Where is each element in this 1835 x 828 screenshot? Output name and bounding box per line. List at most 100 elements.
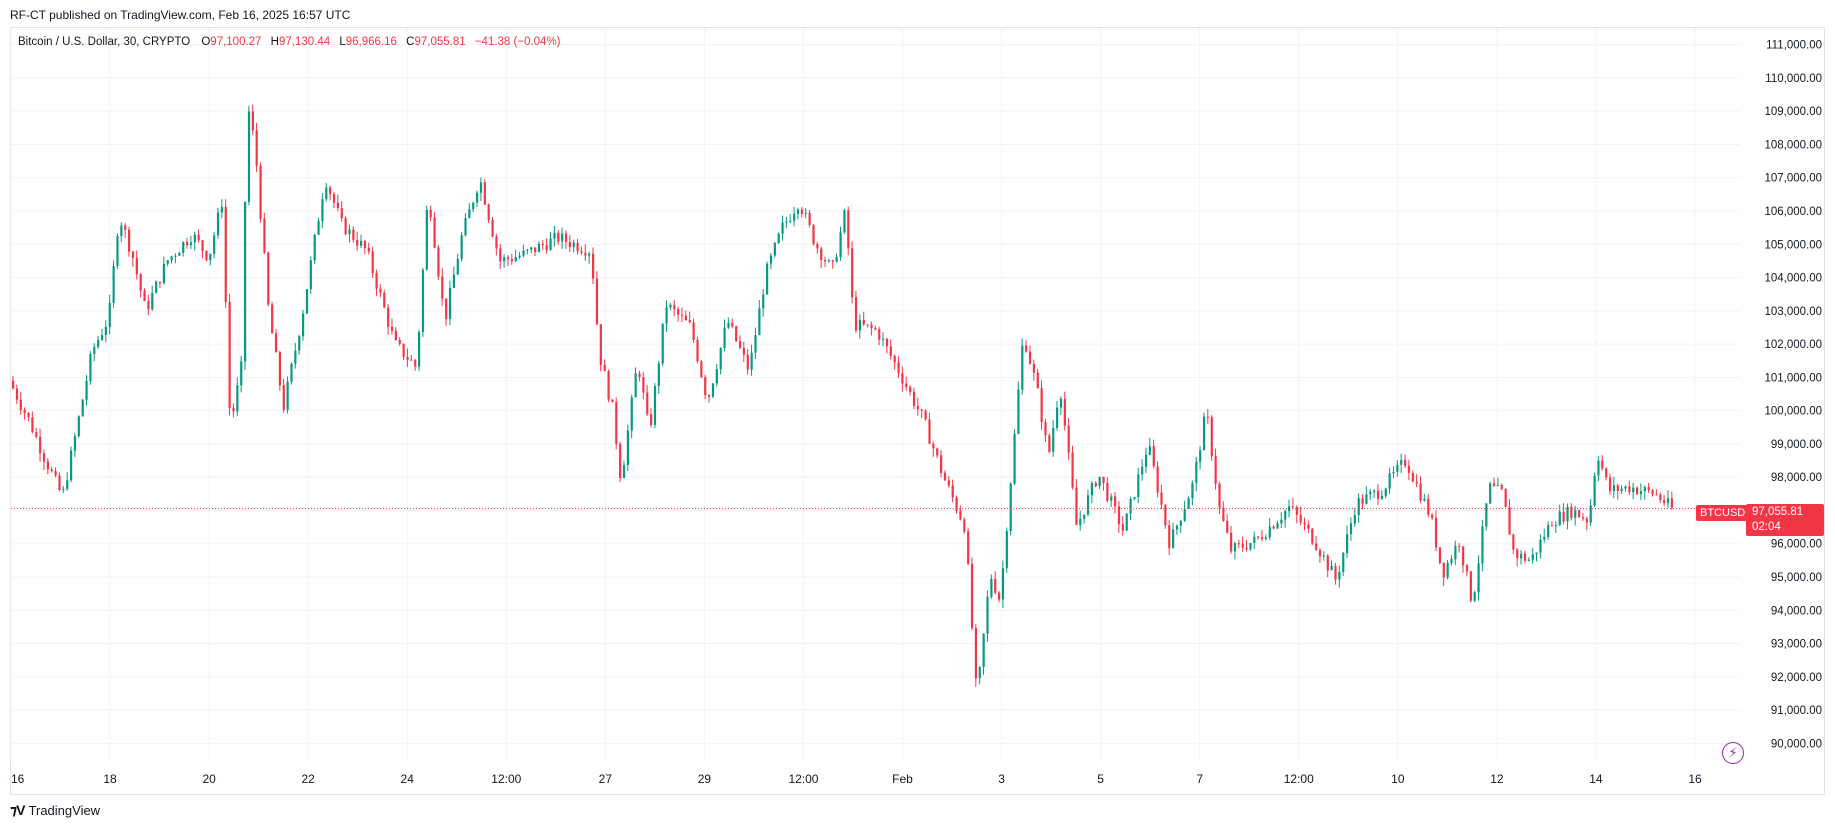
candle-body xyxy=(530,247,533,250)
candle-body xyxy=(568,242,572,248)
legend-symbol[interactable]: Bitcoin / U.S. Dollar, 30, CRYPTO xyxy=(18,36,191,48)
x-tick-label: 12 xyxy=(1490,772,1504,786)
candle-body xyxy=(584,252,587,256)
candle-body xyxy=(619,444,622,479)
candle-body xyxy=(216,212,220,236)
y-tick-label: 107,000.00 xyxy=(1764,173,1822,185)
candle-body xyxy=(452,274,456,288)
candle-body xyxy=(1388,473,1391,489)
candle-body xyxy=(1322,555,1326,557)
candle-body xyxy=(468,209,471,219)
candle-body xyxy=(1307,524,1310,529)
candle-body xyxy=(456,258,459,275)
candle-body xyxy=(1547,525,1550,537)
candle-body xyxy=(1284,511,1287,520)
candle-body xyxy=(151,293,154,310)
candle-body xyxy=(626,430,630,466)
candle-body xyxy=(1056,407,1059,428)
candle-body xyxy=(1071,452,1074,488)
candle-body xyxy=(1090,483,1094,496)
candle-body xyxy=(1419,483,1422,501)
tradingview-branding[interactable]: ⁊V TradingView xyxy=(10,802,100,819)
candle-body xyxy=(1353,515,1356,524)
candle-body xyxy=(847,210,850,249)
candle-body xyxy=(1063,398,1066,426)
candle-body xyxy=(143,290,146,302)
candle-body xyxy=(460,235,463,259)
candle-body xyxy=(1168,525,1171,549)
candle-body xyxy=(1346,534,1349,553)
candle-body xyxy=(1504,488,1507,508)
candle-body xyxy=(39,436,42,454)
candle-body xyxy=(15,388,19,400)
candle-body xyxy=(893,355,896,363)
candle-body xyxy=(735,326,738,342)
legend-close: 97,055.81 xyxy=(414,36,466,48)
candle-body xyxy=(1040,388,1043,423)
x-tick-label: 27 xyxy=(599,772,613,786)
candle-body xyxy=(1597,460,1600,476)
candle-body xyxy=(1380,495,1384,499)
tradingview-logo-icon: ⁊V xyxy=(10,802,26,818)
candle-body xyxy=(73,436,77,451)
candle-body xyxy=(255,130,258,166)
candle-body xyxy=(437,247,440,277)
candle-body xyxy=(464,218,467,236)
candle-body xyxy=(1516,549,1519,559)
candle-body xyxy=(189,242,193,246)
candle-body xyxy=(1226,520,1229,533)
candle-body xyxy=(1574,510,1577,518)
ohlc-legend: Bitcoin / U.S. Dollar, 30, CRYPTO O97,10… xyxy=(18,36,567,48)
x-tick-label: 5 xyxy=(1097,772,1104,786)
candle-body xyxy=(1593,475,1596,506)
candle-body xyxy=(1195,461,1198,483)
candle-body xyxy=(100,335,104,340)
candle-body xyxy=(994,578,997,593)
candle-body xyxy=(1303,522,1306,525)
legend-high: 97,130.44 xyxy=(278,36,331,48)
candle-body xyxy=(1450,559,1453,564)
lightning-bolt-icon[interactable]: ⚡ xyxy=(1722,742,1744,764)
candle-body xyxy=(711,383,715,397)
candle-body xyxy=(1496,485,1500,487)
candle-body xyxy=(858,319,862,331)
x-tick-label: 14 xyxy=(1589,772,1603,786)
candle-body xyxy=(611,399,614,403)
candle-body xyxy=(1237,543,1240,545)
candle-body xyxy=(1643,487,1646,492)
y-tick-label: 106,000.00 xyxy=(1764,206,1822,218)
candle-body xyxy=(1651,490,1654,495)
candle-body xyxy=(928,419,931,444)
candle-body xyxy=(816,243,819,249)
candle-body xyxy=(506,257,510,260)
candle-body xyxy=(982,633,985,668)
candle-body xyxy=(514,257,517,262)
candle-body xyxy=(421,269,425,332)
candle-body xyxy=(874,328,877,330)
candle-body xyxy=(390,326,394,331)
candle-body xyxy=(193,234,196,243)
candle-body xyxy=(1376,490,1380,499)
candle-body xyxy=(50,469,53,472)
candle-body xyxy=(1114,496,1117,507)
candle-body xyxy=(595,278,599,325)
candle-body xyxy=(1272,526,1275,529)
candle-body xyxy=(1520,553,1523,559)
candle-body xyxy=(1106,482,1109,501)
candle-body xyxy=(974,628,978,679)
candle-body xyxy=(916,405,920,410)
candle-body xyxy=(793,213,796,221)
candle-body xyxy=(139,274,142,291)
candle-body xyxy=(1508,507,1511,535)
candle-body xyxy=(1578,510,1581,518)
candle-body xyxy=(476,192,479,203)
candle-body xyxy=(263,218,266,253)
candle-body xyxy=(1361,498,1364,504)
candle-body xyxy=(642,377,645,393)
candle-body xyxy=(862,319,865,325)
last-price-tag: 97,055.81 02:04 xyxy=(1746,504,1824,536)
y-tick-label: 92,000.00 xyxy=(1771,672,1822,684)
candle-body xyxy=(247,111,251,202)
candle-body xyxy=(650,414,653,425)
